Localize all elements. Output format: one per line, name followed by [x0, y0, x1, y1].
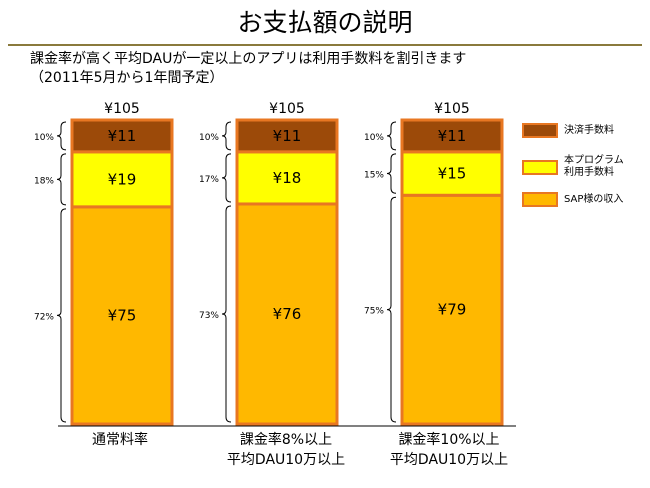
bar-segment: [400, 118, 504, 154]
percent-label: 72%: [34, 312, 54, 322]
data-label: ¥75: [108, 306, 137, 324]
subtitle-line-2: （2011年5月から1年間予定）: [30, 70, 224, 86]
legend-swatch: [522, 159, 558, 175]
data-label: ¥79: [438, 301, 467, 319]
bar-segment: [235, 118, 339, 154]
category-label-line: 平均DAU10万以上: [389, 452, 509, 468]
segment-brace: [386, 153, 397, 194]
bar-segment: [235, 150, 339, 206]
total-label: ¥105: [269, 101, 305, 117]
percent-label: 10%: [364, 133, 384, 143]
category-label: 課金率10%以上 平均DAU10万以上: [369, 430, 529, 470]
data-label: ¥11: [438, 127, 467, 145]
data-label: ¥15: [438, 165, 467, 183]
category-label-line: 課金率10%以上: [398, 432, 500, 448]
legend-swatch: [522, 123, 558, 138]
data-label: ¥11: [273, 127, 302, 145]
legend-swatch: [522, 192, 558, 207]
legend-label: SAP様の収入: [564, 193, 624, 205]
segment-brace: [56, 153, 67, 206]
percent-label: 75%: [364, 307, 384, 317]
subtitle-line-1: 課金率が高く平均DAUが一定以上のアプリは利用手数料を割引きます: [30, 51, 467, 67]
category-label-line: 課金率8%以上: [239, 432, 333, 448]
percent-label: 73%: [199, 311, 219, 321]
category-label: 課金率8%以上 平均DAU10万以上: [206, 430, 366, 470]
bar-segment: [70, 150, 174, 209]
legend-label: 決済手数料: [564, 124, 614, 136]
data-label: ¥76: [273, 305, 302, 323]
segment-brace: [386, 196, 397, 423]
segment-brace: [221, 153, 232, 203]
percent-label: 10%: [34, 133, 54, 143]
percent-label: 17%: [199, 175, 219, 185]
total-label: ¥105: [104, 101, 140, 117]
percent-label: 10%: [199, 133, 219, 143]
segment-brace: [56, 208, 67, 423]
legend-label: 本プログラム 利用手数料: [564, 155, 624, 178]
percent-label: 18%: [34, 176, 54, 186]
percent-label: 15%: [364, 171, 384, 181]
legend-item: SAP様の収入: [522, 192, 623, 207]
bar-segment: [235, 202, 339, 426]
category-label-line: 通常料率: [92, 432, 148, 448]
slide-title: お支払額の説明: [237, 8, 413, 37]
segment-brace: [56, 121, 67, 151]
data-label: ¥18: [273, 169, 302, 187]
legend-item: 本プログラム 利用手数料: [522, 155, 624, 179]
title-divider: [8, 44, 642, 46]
data-label: ¥19: [108, 170, 137, 188]
total-label: ¥105: [434, 101, 470, 117]
segment-brace: [221, 121, 232, 151]
category-label: 通常料率: [40, 430, 200, 450]
bar-segment: [70, 118, 174, 154]
segment-brace: [221, 205, 232, 423]
category-label-line: 平均DAU10万以上: [226, 452, 346, 468]
bar-segment: [70, 205, 174, 426]
segment-brace: [386, 121, 397, 151]
legend-item: 決済手数料: [522, 123, 614, 138]
data-label: ¥11: [108, 127, 137, 145]
